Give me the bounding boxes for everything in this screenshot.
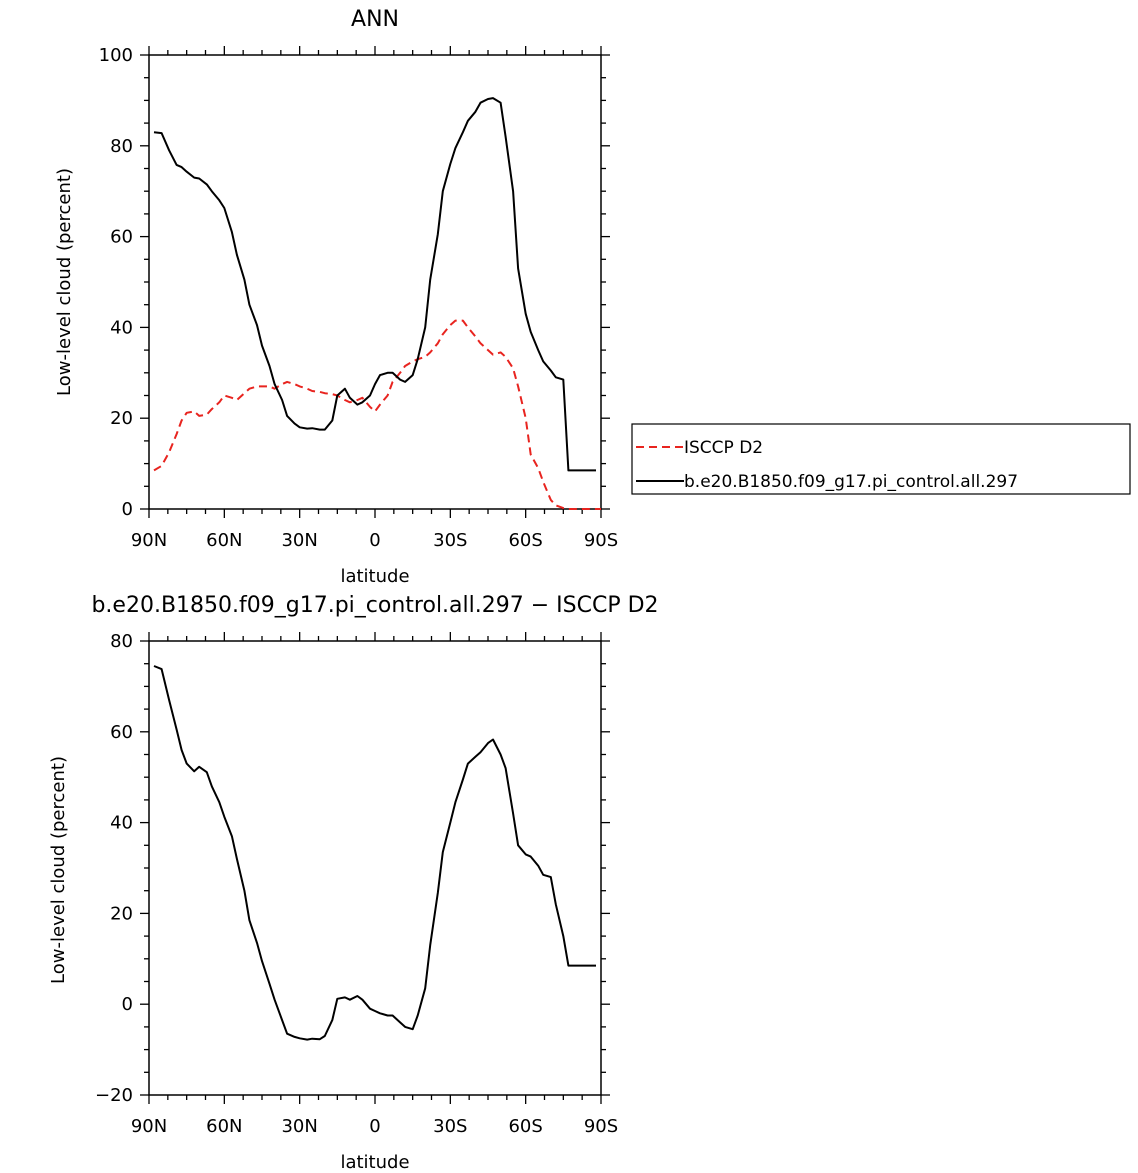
top-xtick-label: 90N [131, 530, 167, 551]
bottom-ytick-label: 20 [110, 903, 133, 924]
bottom-xtick-label: 0 [369, 1116, 380, 1137]
bottom-ytick-label: 40 [110, 813, 133, 834]
top-ytick-label: 40 [110, 317, 133, 338]
plots-layer: 90N 60N 30N 0 30S 60S 90S 0 20 40 60 80 100 90N 60N 30N… [95, 45, 618, 1137]
top-ytick-label: 100 [99, 45, 133, 66]
bottom-ytick-label: 60 [110, 722, 133, 743]
bottom-ytick-label: 80 [110, 631, 133, 652]
top-plot-frame [148, 54, 602, 510]
bottom-chart-xlabel: latitude [340, 1152, 409, 1173]
bottom-chart-ylabel: Low-level cloud (percent) [48, 756, 69, 984]
bottom-chart-title: b.e20.B1850.f09_g17.pi_control.all.297 −… [91, 593, 658, 618]
bottom-ytick-label: −20 [95, 1085, 133, 1106]
top-chart-title: ANN [351, 7, 399, 32]
top-xtick-label: 30N [281, 530, 317, 551]
bottom-plot-frame [148, 640, 602, 1096]
bottom-xtick-label: 90N [131, 1116, 167, 1137]
top-series-line-1 [153, 97, 596, 472]
top-xtick-label: 60N [206, 530, 242, 551]
bottom-xtick-label: 60N [206, 1116, 242, 1137]
top-xtick-label: 90S [584, 530, 618, 551]
top-ytick-label: 60 [110, 227, 133, 248]
top-series-line-0 [153, 319, 601, 510]
top-xtick-label: 0 [369, 530, 380, 551]
top-ytick-label: 20 [110, 408, 133, 429]
bottom-xtick-label: 90S [584, 1116, 618, 1137]
bottom-xtick-label: 30S [433, 1116, 467, 1137]
legend: ISCCP D2 b.e20.B1850.f09_g17.pi_control.… [631, 423, 1131, 495]
legend-label-model: b.e20.B1850.f09_g17.pi_control.all.297 [684, 472, 1018, 492]
top-xtick-label: 60S [508, 530, 542, 551]
top-ytick-label: 80 [110, 136, 133, 157]
legend-box [631, 423, 1131, 495]
legend-label-isccp: ISCCP D2 [684, 438, 763, 458]
top-xtick-label: 30S [433, 530, 467, 551]
top-chart-ylabel: Low-level cloud (percent) [54, 168, 75, 396]
bottom-xtick-label: 60S [508, 1116, 542, 1137]
top-ytick-label: 0 [122, 499, 133, 520]
bottom-xtick-label: 30N [281, 1116, 317, 1137]
bottom-series-line-0 [153, 665, 596, 1041]
bottom-ytick-label: 0 [122, 994, 133, 1015]
top-chart-xlabel: latitude [340, 566, 409, 587]
